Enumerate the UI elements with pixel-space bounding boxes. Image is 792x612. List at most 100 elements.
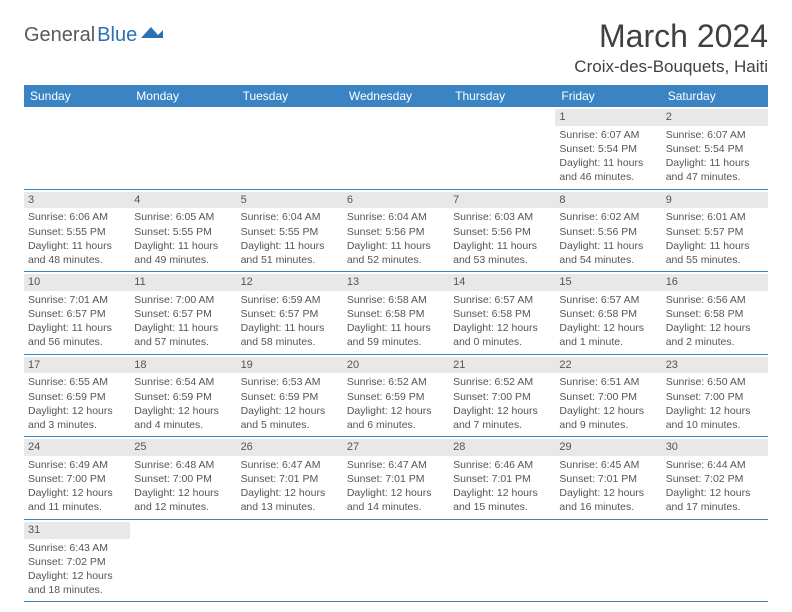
day-detail-line: Sunrise: 6:54 AM <box>134 375 232 389</box>
day-detail-line: and 55 minutes. <box>666 253 764 267</box>
day-detail-line: Sunrise: 6:55 AM <box>28 375 126 389</box>
day-cell: 30Sunrise: 6:44 AMSunset: 7:02 PMDayligh… <box>662 437 768 519</box>
day-detail-line: Sunset: 6:59 PM <box>347 390 445 404</box>
day-cell: 1Sunrise: 6:07 AMSunset: 5:54 PMDaylight… <box>555 107 661 189</box>
day-detail-line: Sunrise: 6:57 AM <box>453 293 551 307</box>
day-cell: 22Sunrise: 6:51 AMSunset: 7:00 PMDayligh… <box>555 355 661 437</box>
weekday-header: Sunday <box>24 85 130 107</box>
day-number-row: 18 <box>130 357 236 374</box>
day-detail-line: Sunrise: 7:01 AM <box>28 293 126 307</box>
day-detail-line: Sunset: 5:55 PM <box>28 225 126 239</box>
day-detail-line: Sunset: 6:57 PM <box>28 307 126 321</box>
day-number: 22 <box>559 359 571 371</box>
day-detail-line: Daylight: 11 hours <box>347 321 445 335</box>
location: Croix-des-Bouquets, Haiti <box>574 57 768 77</box>
day-cell-blank <box>449 520 555 602</box>
day-number: 14 <box>453 276 465 288</box>
day-detail-line: Sunset: 7:00 PM <box>453 390 551 404</box>
day-cell: 4Sunrise: 6:05 AMSunset: 5:55 PMDaylight… <box>130 190 236 272</box>
day-cell-blank <box>237 107 343 189</box>
day-cell: 24Sunrise: 6:49 AMSunset: 7:00 PMDayligh… <box>24 437 130 519</box>
day-detail-line: Sunrise: 6:07 AM <box>666 128 764 142</box>
day-cell: 31Sunrise: 6:43 AMSunset: 7:02 PMDayligh… <box>24 520 130 602</box>
day-detail-line: Sunrise: 6:46 AM <box>453 458 551 472</box>
day-detail-line: Daylight: 12 hours <box>559 321 657 335</box>
day-cell-blank <box>449 107 555 189</box>
day-detail-line: Daylight: 12 hours <box>666 321 764 335</box>
day-cell-blank <box>130 520 236 602</box>
flag-icon <box>141 26 163 45</box>
day-number: 19 <box>241 359 253 371</box>
day-number-row: 12 <box>237 274 343 291</box>
calendar: SundayMondayTuesdayWednesdayThursdayFrid… <box>24 85 768 602</box>
day-cell-blank <box>24 107 130 189</box>
day-detail-line: Sunrise: 6:02 AM <box>559 210 657 224</box>
day-detail-line: Sunset: 7:00 PM <box>134 472 232 486</box>
day-number-row: 21 <box>449 357 555 374</box>
week-row: 31Sunrise: 6:43 AMSunset: 7:02 PMDayligh… <box>24 520 768 603</box>
day-number: 25 <box>134 441 146 453</box>
weekday-header: Thursday <box>449 85 555 107</box>
day-number: 4 <box>134 194 140 206</box>
day-detail-line: Daylight: 12 hours <box>453 321 551 335</box>
day-detail-line: and 15 minutes. <box>453 500 551 514</box>
day-number-row: 5 <box>237 192 343 209</box>
day-detail-line: Sunrise: 6:47 AM <box>347 458 445 472</box>
day-detail-line: and 2 minutes. <box>666 335 764 349</box>
day-detail-line: Sunrise: 6:01 AM <box>666 210 764 224</box>
day-number-row: 28 <box>449 439 555 456</box>
week-row: 24Sunrise: 6:49 AMSunset: 7:00 PMDayligh… <box>24 437 768 520</box>
day-detail-line: Sunset: 7:02 PM <box>666 472 764 486</box>
day-detail-line: and 6 minutes. <box>347 418 445 432</box>
day-detail-line: and 1 minute. <box>559 335 657 349</box>
day-detail-line: Sunrise: 6:49 AM <box>28 458 126 472</box>
day-detail-line: and 48 minutes. <box>28 253 126 267</box>
day-number-row: 20 <box>343 357 449 374</box>
day-detail-line: Sunset: 7:01 PM <box>559 472 657 486</box>
day-detail-line: Sunrise: 6:48 AM <box>134 458 232 472</box>
day-cell: 13Sunrise: 6:58 AMSunset: 6:58 PMDayligh… <box>343 272 449 354</box>
weeks-container: 1Sunrise: 6:07 AMSunset: 5:54 PMDaylight… <box>24 107 768 602</box>
day-detail-line: Sunrise: 6:43 AM <box>28 541 126 555</box>
day-detail-line: Daylight: 11 hours <box>453 239 551 253</box>
day-detail-line: and 14 minutes. <box>347 500 445 514</box>
day-cell-blank <box>343 107 449 189</box>
day-detail-line: Daylight: 11 hours <box>347 239 445 253</box>
day-detail-line: Sunset: 7:01 PM <box>453 472 551 486</box>
day-cell: 9Sunrise: 6:01 AMSunset: 5:57 PMDaylight… <box>662 190 768 272</box>
week-row: 3Sunrise: 6:06 AMSunset: 5:55 PMDaylight… <box>24 190 768 273</box>
day-number: 8 <box>559 194 565 206</box>
day-detail-line: and 56 minutes. <box>28 335 126 349</box>
day-detail-line: Sunrise: 6:44 AM <box>666 458 764 472</box>
day-detail-line: Daylight: 12 hours <box>241 404 339 418</box>
day-number: 15 <box>559 276 571 288</box>
day-number: 17 <box>28 359 40 371</box>
day-number: 7 <box>453 194 459 206</box>
day-detail-line: Sunset: 6:58 PM <box>559 307 657 321</box>
day-detail-line: Sunrise: 6:04 AM <box>241 210 339 224</box>
day-detail-line: Sunset: 7:00 PM <box>666 390 764 404</box>
day-number-row: 11 <box>130 274 236 291</box>
day-detail-line: and 12 minutes. <box>134 500 232 514</box>
day-detail-line: Sunrise: 6:52 AM <box>347 375 445 389</box>
day-cell: 12Sunrise: 6:59 AMSunset: 6:57 PMDayligh… <box>237 272 343 354</box>
day-detail-line: Daylight: 12 hours <box>453 404 551 418</box>
logo: General Blue <box>24 24 163 47</box>
day-detail-line: Sunrise: 6:07 AM <box>559 128 657 142</box>
day-detail-line: Daylight: 12 hours <box>666 404 764 418</box>
day-detail-line: Daylight: 11 hours <box>241 321 339 335</box>
day-detail-line: Daylight: 12 hours <box>559 486 657 500</box>
day-detail-line: Sunset: 5:56 PM <box>347 225 445 239</box>
day-detail-line: and 59 minutes. <box>347 335 445 349</box>
day-number-row: 14 <box>449 274 555 291</box>
day-detail-line: Sunset: 6:59 PM <box>241 390 339 404</box>
day-number: 9 <box>666 194 672 206</box>
day-detail-line: Sunrise: 6:47 AM <box>241 458 339 472</box>
day-cell: 19Sunrise: 6:53 AMSunset: 6:59 PMDayligh… <box>237 355 343 437</box>
day-detail-line: and 58 minutes. <box>241 335 339 349</box>
day-number-row: 27 <box>343 439 449 456</box>
weekday-header: Tuesday <box>237 85 343 107</box>
day-number-row: 26 <box>237 439 343 456</box>
day-detail-line: Daylight: 12 hours <box>134 486 232 500</box>
day-detail-line: Sunset: 5:56 PM <box>453 225 551 239</box>
